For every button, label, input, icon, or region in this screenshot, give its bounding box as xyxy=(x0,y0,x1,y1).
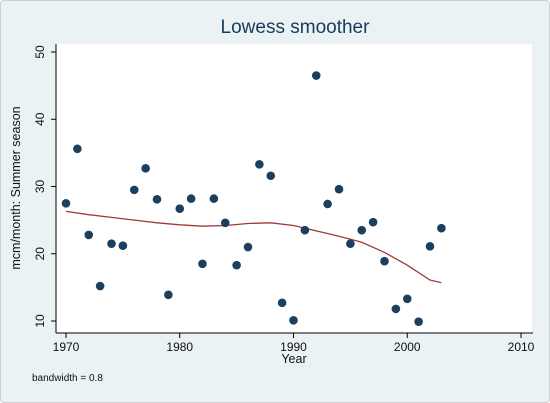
lowess-smoother-line xyxy=(65,210,442,284)
y-tick-label: 50 xyxy=(33,45,47,59)
x-axis-label: Year xyxy=(281,352,306,366)
data-point xyxy=(129,185,139,195)
data-point xyxy=(266,171,276,181)
y-tick-label: 30 xyxy=(33,180,47,194)
y-ticks: 10 20 30 40 50 xyxy=(33,45,56,328)
x-tick-label: 1970 xyxy=(53,340,80,354)
data-point xyxy=(391,304,401,314)
data-point xyxy=(209,194,219,203)
x-tick-label: 2000 xyxy=(394,340,421,354)
data-point xyxy=(425,242,435,251)
data-point xyxy=(437,223,446,233)
data-point xyxy=(277,298,287,308)
data-point xyxy=(186,194,196,203)
data-point xyxy=(414,317,423,326)
data-point xyxy=(300,225,310,235)
data-point xyxy=(232,260,241,270)
data-point xyxy=(164,290,173,300)
data-point xyxy=(198,259,207,269)
data-point xyxy=(220,218,230,228)
x-tick-label: 1980 xyxy=(166,340,193,354)
data-point xyxy=(402,294,412,304)
data-point xyxy=(107,239,116,248)
data-point xyxy=(95,281,105,291)
chart-title: Lowess smoother xyxy=(221,17,371,38)
data-point xyxy=(141,164,150,173)
data-point xyxy=(84,230,94,240)
data-points xyxy=(61,71,446,326)
data-point xyxy=(152,194,162,204)
x-ticks: 1970 1980 1990 2000 2010 xyxy=(53,333,535,354)
data-point xyxy=(118,241,128,250)
x-tick-label: 1990 xyxy=(280,340,307,354)
data-point xyxy=(255,160,264,169)
data-point xyxy=(368,217,378,227)
y-axis-label: mcm/month: Summer season xyxy=(9,106,23,269)
data-point xyxy=(289,316,298,325)
y-tick-label: 10 xyxy=(33,314,47,328)
y-tick-label: 40 xyxy=(33,112,47,126)
data-point xyxy=(334,184,344,194)
y-tick-label: 20 xyxy=(33,247,47,261)
data-point xyxy=(243,242,253,252)
x-tick-label: 2010 xyxy=(508,340,535,354)
data-point xyxy=(175,204,185,213)
data-point xyxy=(380,256,389,266)
plot-area xyxy=(56,44,532,333)
data-point xyxy=(346,239,355,248)
bandwidth-note: bandwidth = 0.8 xyxy=(32,373,103,384)
data-point xyxy=(323,199,332,209)
data-point xyxy=(311,71,321,80)
data-point xyxy=(357,225,367,235)
data-point xyxy=(61,199,71,208)
axes xyxy=(55,44,533,334)
data-point xyxy=(73,144,82,154)
